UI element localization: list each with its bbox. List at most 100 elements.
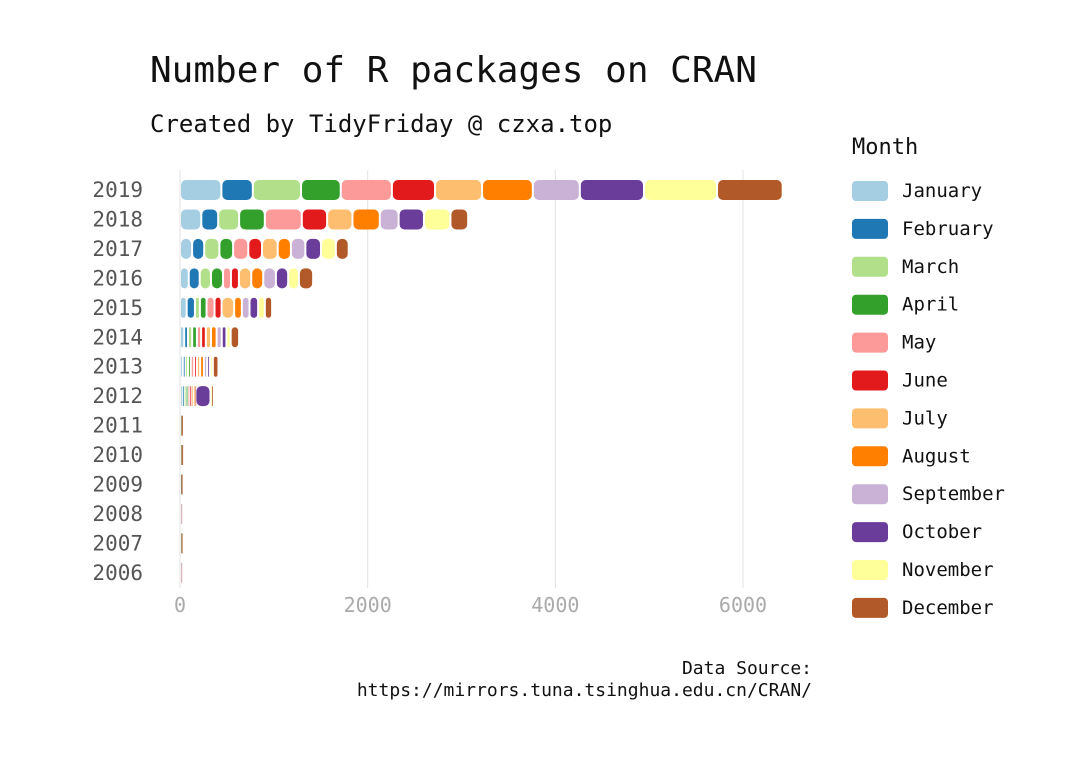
bar-segment-september-2015 — [242, 297, 249, 318]
y-tick-label: 2007 — [92, 531, 143, 555]
bar-segment-april-2019 — [302, 180, 340, 200]
bar-segment-august-2019 — [483, 180, 532, 200]
legend-key-march — [852, 256, 888, 277]
legend-key-july — [852, 408, 888, 429]
legend-key-september — [852, 484, 888, 505]
bar-segment-august-2016 — [252, 268, 263, 289]
y-tick-label: 2008 — [92, 502, 143, 526]
bar-segment-may-2012 — [188, 386, 190, 407]
y-tick-label: 2018 — [92, 207, 143, 231]
bar-segment-july-2018 — [328, 209, 352, 230]
bar-segment-march-2014 — [188, 327, 192, 348]
y-tick-label: 2012 — [92, 384, 143, 408]
legend-key-august — [852, 446, 888, 467]
bar-segment-december-2017 — [336, 238, 348, 259]
legend-label: June — [902, 370, 948, 392]
bar-segment-march-2012 — [184, 386, 186, 407]
bar-segment-may-2019 — [341, 180, 391, 200]
bar-segment-august-2017 — [278, 238, 290, 259]
bar-segment-april-2016 — [211, 268, 222, 289]
y-tick-label: 2006 — [92, 561, 143, 585]
bar-segment-february-2018 — [202, 209, 218, 230]
bar-segment-october-2017 — [306, 238, 321, 259]
bar-segment-september-2008 — [181, 503, 183, 524]
bar-segment-january-2015 — [181, 297, 186, 318]
bar-segment-september-2016 — [264, 268, 275, 289]
bar-segment-june-2019 — [392, 180, 435, 200]
bar-segment-february-2016 — [189, 268, 199, 289]
bar-segment-april-2014 — [193, 327, 196, 348]
bar-segment-august-2012 — [194, 386, 196, 407]
legend-label: August — [902, 445, 971, 467]
y-tick-label: 2010 — [92, 443, 143, 467]
bar-segment-march-2016 — [200, 268, 210, 289]
bar-segment-july-2017 — [263, 238, 277, 259]
chart-subtitle: Created by TidyFriday @ czxa.top — [150, 110, 613, 138]
bar-segment-march-2017 — [205, 238, 219, 259]
bar-segment-october-2016 — [276, 268, 288, 289]
bar-segment-december-2018 — [451, 209, 468, 230]
bar-segment-december-2010 — [182, 445, 184, 466]
bar-segment-december-2015 — [265, 297, 272, 318]
bar-segment-june-2014 — [202, 327, 205, 348]
bar-segment-november-2017 — [322, 238, 335, 259]
y-tick-label: 2015 — [92, 296, 143, 320]
bar-segment-january-2019 — [181, 180, 221, 200]
bar-segment-december-2007 — [181, 533, 183, 554]
bar-segment-april-2013 — [188, 356, 190, 377]
bar-segment-may-2016 — [223, 268, 230, 289]
bar-segment-september-2006 — [181, 562, 183, 583]
bar-segment-february-2012 — [182, 386, 184, 407]
legend-key-april — [852, 294, 888, 315]
legend-label: October — [902, 521, 982, 543]
bar-segment-january-2017 — [181, 238, 192, 259]
bar-segment-december-2014 — [231, 327, 239, 348]
bar-segment-august-2013 — [201, 356, 203, 377]
bar-segment-october-2012 — [196, 386, 210, 407]
bar-segment-october-2018 — [399, 209, 423, 230]
bar-segment-september-2019 — [533, 180, 579, 200]
bar-segment-november-2015 — [259, 297, 264, 318]
bar-segment-april-2018 — [240, 209, 264, 230]
bar-segment-december-2019 — [718, 180, 782, 200]
bar-segment-january-2018 — [181, 209, 201, 230]
legend-title: Month — [852, 135, 919, 160]
bar-segment-april-2012 — [186, 386, 188, 407]
bar-segment-june-2016 — [231, 268, 238, 289]
y-tick-label: 2009 — [92, 473, 143, 497]
y-tick-label: 2019 — [92, 178, 143, 202]
legend-key-january — [852, 181, 888, 201]
legend-key-october — [852, 522, 888, 543]
bar-segment-may-2018 — [265, 209, 301, 230]
bar-segment-october-2014 — [222, 327, 226, 348]
bar-segment-july-2012 — [192, 386, 194, 407]
bar-segment-february-2015 — [187, 297, 194, 318]
caption-label: Data Source: — [681, 658, 812, 679]
bar-segment-october-2013 — [208, 356, 210, 377]
legend-key-may — [852, 332, 888, 353]
bar-segment-may-2017 — [234, 238, 248, 259]
bar-segment-august-2014 — [211, 327, 216, 348]
bar-segment-october-2015 — [250, 297, 258, 318]
chart-title: Number of R packages on CRAN — [150, 50, 757, 91]
bar-segment-march-2019 — [253, 180, 301, 200]
bar-segment-july-2014 — [206, 327, 210, 348]
bar-segment-september-2017 — [291, 238, 305, 259]
bar-segment-february-2014 — [185, 327, 187, 348]
bar-segment-august-2018 — [353, 209, 379, 230]
y-tick-label: 2013 — [92, 355, 143, 379]
bar-segment-may-2015 — [207, 297, 214, 318]
bar-segment-december-2011 — [182, 415, 183, 436]
bar-segment-november-2013 — [211, 356, 212, 377]
bar-segment-april-2015 — [200, 297, 206, 318]
legend-label: December — [902, 597, 994, 619]
legend-label: September — [902, 483, 1005, 505]
bar-segment-december-2009 — [181, 474, 183, 495]
bar-segment-november-2016 — [289, 268, 298, 289]
bar-segment-february-2017 — [193, 238, 204, 259]
legend-key-february — [852, 218, 888, 239]
bar-segment-october-2019 — [580, 180, 644, 200]
legend-label: May — [902, 332, 936, 354]
bar-segment-november-2018 — [424, 209, 450, 230]
